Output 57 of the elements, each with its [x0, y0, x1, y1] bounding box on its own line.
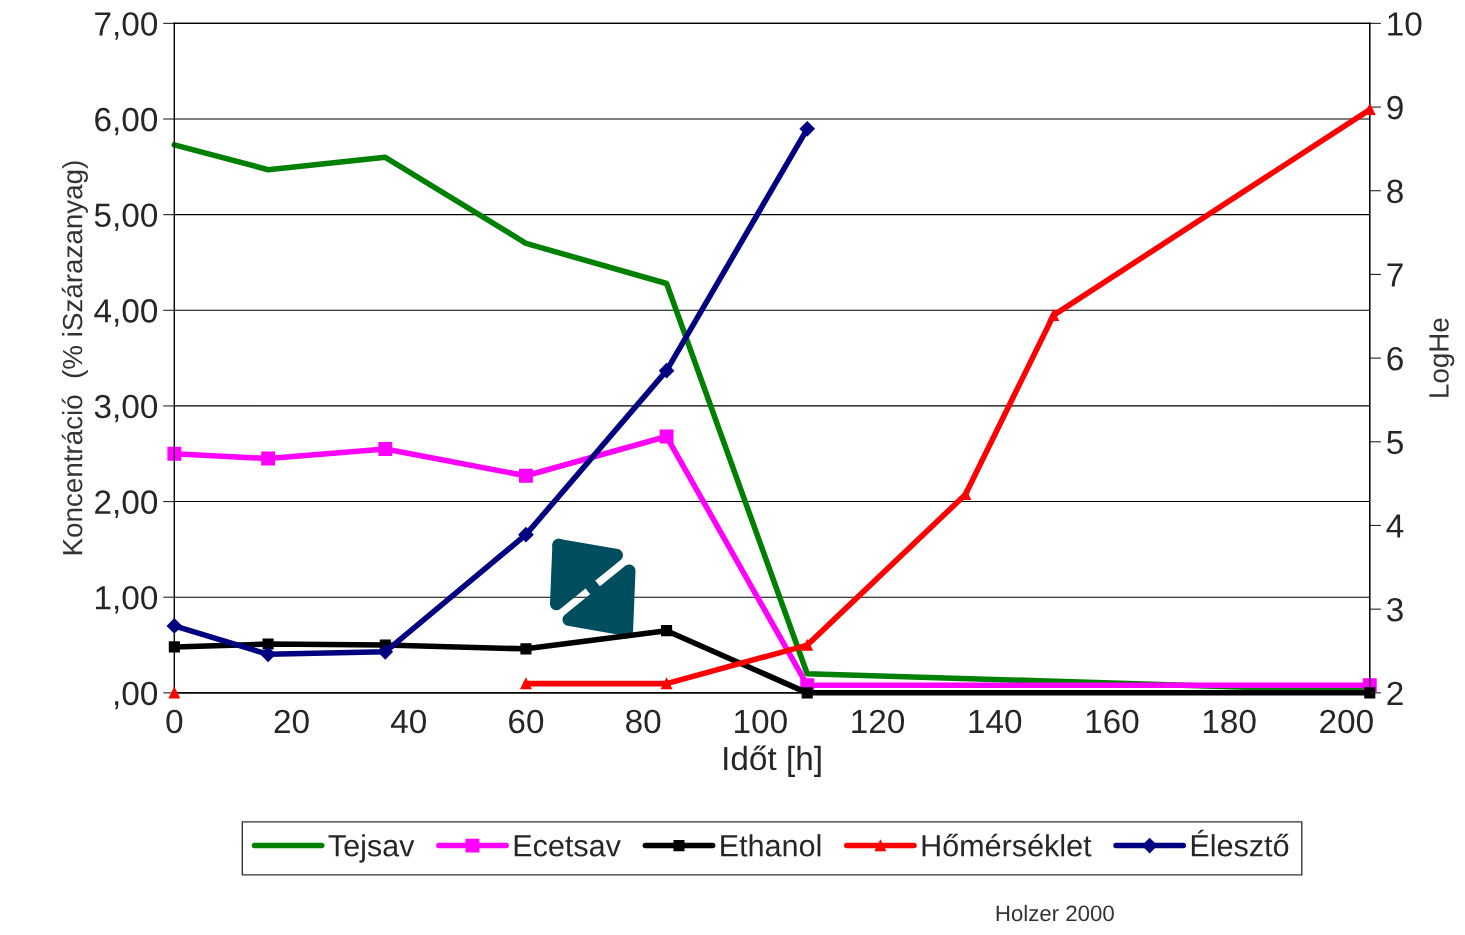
- x-tick-label: 40: [390, 709, 426, 734]
- y2-tick-label: 5: [1387, 430, 1403, 455]
- y2-tick-label: 9: [1387, 95, 1403, 120]
- point: [801, 639, 813, 651]
- point: [520, 678, 532, 690]
- point: [168, 687, 180, 699]
- point: [378, 442, 393, 456]
- x-tick-label: 100: [735, 709, 787, 734]
- point: [518, 468, 533, 483]
- point: [261, 451, 276, 466]
- x-tick-label: 160: [1086, 709, 1139, 734]
- text: Holzer 2000: [996, 904, 1114, 922]
- y2-tick-label: 7: [1387, 263, 1403, 287]
- y-tick-label: 6,00: [95, 107, 158, 136]
- y2-tick-label: 3: [1387, 597, 1403, 622]
- point: [661, 625, 673, 637]
- legend-label: Élesztő: [1191, 829, 1289, 857]
- legend-label: Ethanol: [721, 834, 821, 857]
- point: [168, 641, 180, 653]
- y2-tick-label: 10: [1388, 12, 1422, 36]
- x-tick-label: 0: [166, 709, 183, 734]
- x-tick-label: 180: [1203, 709, 1256, 734]
- point: [167, 446, 182, 461]
- y2-tick-label: 6: [1387, 346, 1403, 371]
- x-tick-label: 80: [626, 709, 661, 734]
- point: [799, 121, 815, 137]
- y2-tick-label: 4: [1386, 514, 1404, 538]
- point: [801, 687, 813, 699]
- point: [1047, 309, 1059, 321]
- legend-label: Tejsav: [328, 834, 415, 863]
- point: [659, 429, 674, 444]
- point: [518, 527, 534, 543]
- x-axis-title: Időt [h]: [724, 745, 821, 777]
- point: [520, 643, 532, 655]
- y-tick-label: 1,00: [96, 586, 158, 614]
- y-tick-label: 2,00: [95, 490, 158, 518]
- x-tick-label: 20: [274, 709, 309, 734]
- y2-tick-label: 8: [1387, 179, 1403, 204]
- x-tick-label: 120: [852, 709, 905, 734]
- y2-axis-title: LogHe: [1429, 318, 1455, 397]
- y-axis-title: Koncentráció (% iSzárazanyag): [61, 161, 88, 555]
- legend-label: Ecetsav: [514, 835, 621, 857]
- point: [659, 363, 675, 379]
- x-tick-label: 140: [969, 709, 1022, 734]
- point: [260, 646, 276, 662]
- y2-tick-label: 2: [1387, 681, 1403, 705]
- y-tick-label: 5,00: [94, 203, 158, 231]
- x-tick-label: 60: [509, 709, 544, 734]
- y-tick-label: ,00: [115, 681, 158, 710]
- x-tick-label: 200: [1320, 709, 1373, 734]
- legend-label: Hőmérséklet: [922, 833, 1092, 857]
- y-tick-label: 3,00: [94, 394, 158, 423]
- point: [377, 644, 393, 660]
- point: [661, 678, 673, 690]
- point: [166, 618, 182, 634]
- y-tick-label: 7,00: [95, 12, 158, 40]
- y-tick-label: 4,00: [94, 299, 158, 327]
